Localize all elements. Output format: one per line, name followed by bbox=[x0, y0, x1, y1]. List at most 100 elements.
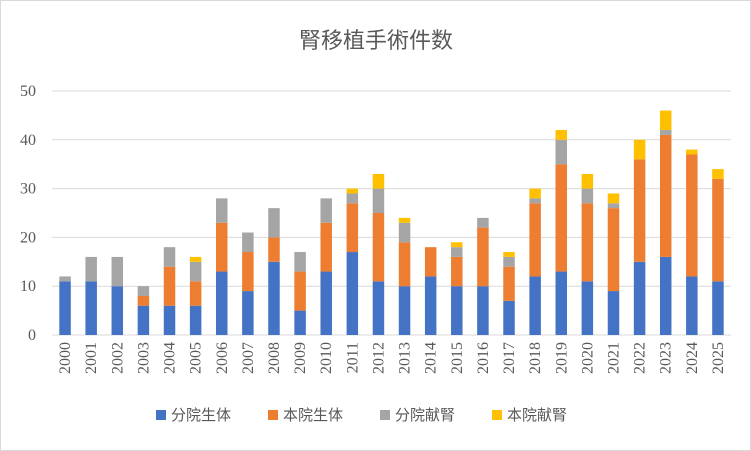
bar-segment bbox=[555, 130, 567, 140]
bar-segment bbox=[294, 271, 306, 311]
x-tick-label: 2015 bbox=[449, 342, 466, 374]
bar-segment bbox=[59, 281, 71, 335]
y-tick-label: 20 bbox=[20, 229, 36, 246]
x-tick-label: 2000 bbox=[57, 342, 74, 374]
bar-segment bbox=[137, 295, 150, 306]
bar-segment bbox=[555, 139, 567, 165]
legend-item: 本院生体 bbox=[268, 406, 343, 424]
bar-segment bbox=[189, 256, 202, 262]
bar-segment bbox=[163, 247, 176, 267]
bar-segment bbox=[555, 271, 567, 335]
bar-segment bbox=[346, 193, 359, 204]
legend-swatch bbox=[156, 410, 166, 420]
bar-segment bbox=[242, 232, 254, 253]
bar-segment bbox=[242, 252, 254, 292]
x-tick-label: 2022 bbox=[632, 342, 649, 374]
bar-segment bbox=[372, 281, 385, 335]
bar-segment bbox=[581, 203, 594, 282]
legend: 分院生体 本院生体 分院献腎 本院献腎 bbox=[156, 406, 567, 424]
bar-segment bbox=[320, 271, 332, 335]
bar-segment bbox=[607, 193, 620, 204]
bar-segment bbox=[659, 256, 672, 335]
x-tick-label: 2024 bbox=[684, 342, 701, 374]
bar-segment bbox=[398, 217, 411, 223]
bar-segment bbox=[712, 281, 724, 335]
bar-segment bbox=[633, 139, 646, 160]
bar-segment bbox=[59, 276, 71, 282]
bar-segment bbox=[372, 173, 385, 189]
bar-segment bbox=[111, 286, 124, 335]
x-tick-label: 2011 bbox=[344, 342, 361, 373]
legend-item: 分院献腎 bbox=[380, 406, 455, 424]
legend-label: 分院生体 bbox=[171, 406, 231, 424]
x-tick-label: 2005 bbox=[188, 342, 205, 374]
bar-segment bbox=[294, 252, 306, 272]
y-axis-tick-labels: 0 10 20 30 40 50 bbox=[20, 83, 36, 344]
bar-segment bbox=[163, 305, 176, 335]
x-tick-label: 2019 bbox=[553, 342, 570, 374]
legend-swatch bbox=[492, 410, 502, 420]
legend-label: 本院生体 bbox=[283, 406, 343, 424]
bar-segment bbox=[268, 237, 280, 262]
bar-segment bbox=[242, 291, 254, 335]
bar-segment bbox=[189, 261, 202, 282]
x-tick-label: 2017 bbox=[501, 342, 518, 374]
bar-segment bbox=[581, 173, 594, 189]
bar-segment bbox=[581, 188, 594, 204]
x-tick-label: 2020 bbox=[579, 342, 596, 374]
bar-segment bbox=[477, 217, 489, 228]
bar-segment bbox=[686, 276, 698, 335]
bar-segment bbox=[85, 256, 97, 282]
x-tick-label: 2012 bbox=[370, 342, 387, 374]
y-tick-label: 0 bbox=[28, 327, 36, 344]
bar-segment bbox=[529, 276, 541, 335]
bar-segment bbox=[216, 198, 228, 223]
bar-segment bbox=[712, 178, 724, 282]
x-tick-label: 2008 bbox=[266, 342, 283, 374]
x-tick-label: 2009 bbox=[292, 342, 309, 374]
x-tick-label: 2021 bbox=[605, 342, 622, 374]
bar-segment bbox=[451, 286, 463, 335]
gridlines bbox=[52, 90, 731, 336]
bar-segment bbox=[398, 286, 411, 335]
x-tick-label: 2014 bbox=[423, 342, 440, 374]
legend-swatch bbox=[268, 410, 278, 420]
bar-segment bbox=[137, 305, 150, 335]
bar-segment bbox=[346, 252, 359, 335]
y-tick-label: 10 bbox=[20, 278, 36, 295]
bar-segment bbox=[346, 188, 359, 194]
bar-segment bbox=[529, 188, 541, 199]
bar-segment bbox=[529, 203, 541, 277]
bar-segment bbox=[268, 208, 280, 238]
bar-segment bbox=[216, 222, 228, 272]
bar-segment bbox=[424, 276, 437, 335]
x-tick-label: 2016 bbox=[475, 342, 492, 374]
x-tick-label: 2025 bbox=[710, 342, 727, 374]
legend-item: 本院献腎 bbox=[492, 406, 567, 424]
bar-segment bbox=[424, 247, 437, 277]
bar-segment bbox=[137, 286, 150, 296]
bar-segment bbox=[189, 305, 202, 335]
bar-segment bbox=[451, 247, 463, 257]
x-tick-label: 2004 bbox=[162, 342, 179, 374]
bar-segment bbox=[346, 203, 359, 253]
bar-segment bbox=[372, 188, 385, 213]
bar-segment bbox=[111, 256, 124, 287]
x-tick-label: 2003 bbox=[135, 342, 152, 374]
bar-segment bbox=[477, 286, 489, 335]
legend-swatch bbox=[380, 410, 390, 420]
bar-segment bbox=[320, 222, 332, 272]
y-tick-label: 30 bbox=[20, 181, 36, 198]
bar-segment bbox=[189, 281, 202, 306]
bar-segment bbox=[294, 310, 306, 335]
bar-segment bbox=[503, 300, 515, 335]
bar-segment bbox=[503, 256, 515, 267]
bar-segment bbox=[659, 110, 672, 131]
bar-segment bbox=[398, 222, 411, 243]
bar-segment bbox=[451, 242, 463, 248]
bar-segment bbox=[163, 266, 176, 306]
bar-segment bbox=[503, 266, 515, 301]
bar-segment bbox=[607, 291, 620, 335]
y-tick-label: 50 bbox=[20, 83, 36, 100]
bar-segment bbox=[712, 169, 724, 179]
